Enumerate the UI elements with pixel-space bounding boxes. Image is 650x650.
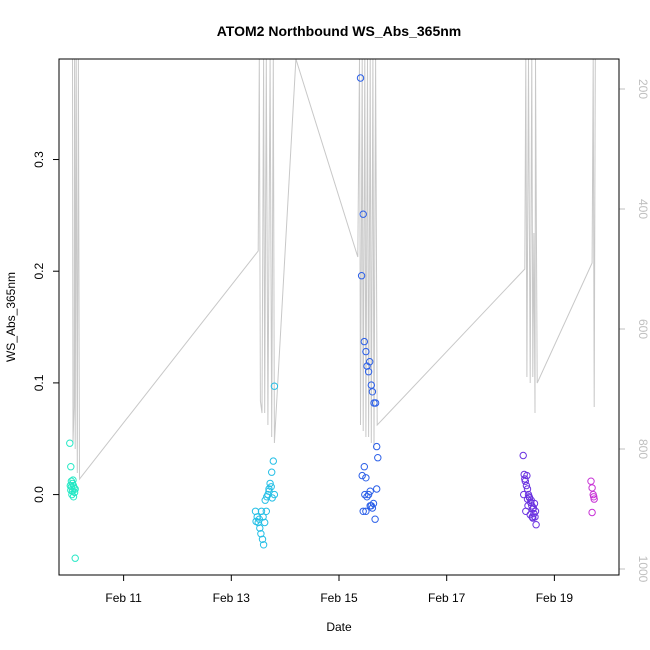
scatter-point [356,74,365,82]
scatter-point [368,388,377,396]
scatter-point [366,502,374,510]
axes-layer: Feb 11 Feb 13 Feb 15 Feb 17 Feb 19 0.0 0.1 0.2 0… [32,79,650,605]
scatter-point [523,471,531,480]
right-tick-label: 1000 [636,556,650,583]
scatter-point [371,399,380,407]
scatter-point [361,490,369,499]
scatter-point [270,382,279,390]
plot-frame [58,58,620,576]
scatter-point [363,493,371,501]
grey-trace-line [72,59,596,481]
scatter-point [364,368,373,376]
x-tick-label: Feb 17 [428,591,466,605]
right-tick-label: 600 [636,319,650,339]
scatter-point [69,493,78,501]
scatter-point [522,481,531,490]
scatter-point [67,486,75,494]
scatter-point [531,507,540,515]
scatter-point [373,442,381,451]
scatter-point [265,485,273,493]
scatter-point [523,485,532,493]
scatter-point [253,513,261,521]
scatter-point [590,493,598,501]
scatter-point [520,490,528,499]
x-axis-label: Date [326,620,352,634]
scatter-point [373,485,381,493]
y-tick-label: 0.1 [32,374,46,391]
y-tick-label: 0.0 [32,486,46,503]
scatter-point [259,513,267,521]
scatter-point [66,439,74,447]
scatter-point [266,479,274,488]
scatter-point [269,457,277,465]
scatter-point [588,508,596,517]
scatter-point [530,499,539,508]
scatter-point [362,347,370,356]
scatter-point [261,496,269,504]
scatter-point [68,490,76,499]
scatter-point [67,463,75,471]
right-tick-label: 200 [636,79,650,99]
y-tick-label: 0.2 [32,263,46,280]
scatter-point [259,541,268,549]
x-tick-label: Feb 19 [536,591,574,605]
scatter-point [588,484,596,492]
scatter-point [360,463,368,471]
scatter-point [587,477,595,485]
scatter-points-layer [66,74,598,562]
scatter-point [359,210,367,218]
scatter-point [374,454,382,462]
scatter-point [519,451,527,460]
scatter-point [366,358,374,366]
scatter-point [366,487,374,495]
scatter-point [67,483,76,491]
scatter-point [270,490,279,499]
right-tick-label: 800 [636,439,650,459]
scatter-point [268,468,276,476]
scatter-point [529,514,537,522]
scatter-point [66,481,75,490]
chart-title: ATOM2 Northbound WS_Abs_365nm [217,23,462,39]
x-tick-label: Feb 13 [213,591,251,605]
scatter-point [256,524,264,532]
scatter-point [371,515,379,523]
scatter-point [267,483,275,491]
scatter-point [362,474,370,482]
scatter-point [357,272,366,280]
y-tick-label: 0.3 [32,151,46,168]
scatter-point [262,507,270,515]
scatter-point [258,535,267,543]
scatter-point [360,337,368,346]
y-axis-label: WS_Abs_365nm [4,272,18,362]
scatter-point [362,507,370,515]
grey-trace-layer [72,59,596,481]
x-tick-label: Feb 11 [105,591,142,605]
scatter-point [71,554,79,562]
scatter-point [265,487,273,495]
x-tick-label: Feb 15 [320,591,358,605]
scatter-point [359,507,367,515]
scatter-point [364,490,373,499]
right-tick-label: 400 [636,199,650,219]
scatter-point [368,504,377,512]
scatter-point [358,471,366,480]
scatter-point [252,517,260,526]
scatter-point [523,495,532,503]
scatter-point [532,521,540,529]
